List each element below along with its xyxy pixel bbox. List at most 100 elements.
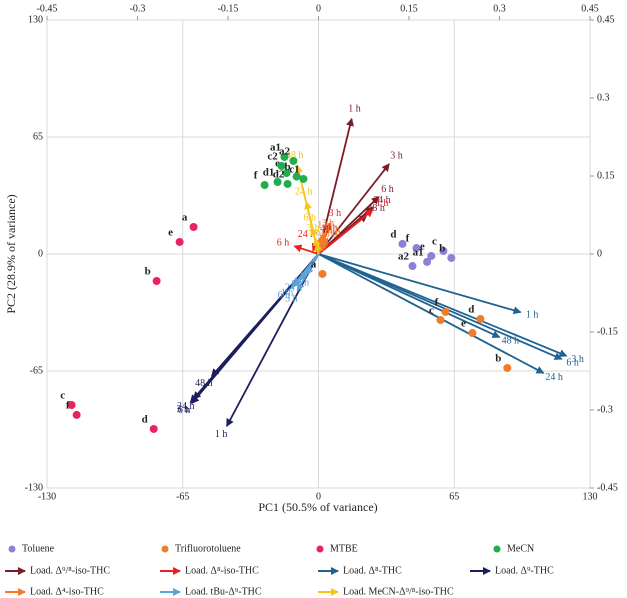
loading-label: 48 h [502, 336, 520, 347]
loading-label: 48 h [286, 150, 304, 161]
point-label: a1 [270, 142, 281, 154]
point-label: e [168, 226, 173, 238]
score-point [189, 223, 198, 231]
y2-tick-label: 0.15 [597, 170, 615, 181]
loading-arrow [305, 253, 320, 276]
loading-label: 48 h [292, 278, 310, 289]
score-point [318, 269, 327, 278]
point-label: b [285, 161, 291, 173]
y2-tick-label: -0.3 [597, 404, 613, 415]
loading-arrow [211, 253, 320, 377]
x2-tick-label: 0.15 [400, 3, 418, 14]
score-point [273, 178, 282, 186]
x2-tick-label: 0.45 [581, 3, 599, 14]
y-tick-label: 65 [33, 131, 43, 142]
loading-label: 24 h [177, 401, 195, 412]
loading-label: 6 h [278, 290, 291, 301]
x-tick-label: -130 [38, 491, 56, 502]
x-tick-label: 65 [449, 491, 459, 502]
legend-label: Load. Δ⁸-THC [343, 565, 402, 576]
loading-label: 1 h [376, 198, 389, 209]
score-point [408, 262, 417, 271]
score-point [439, 246, 448, 255]
score-point [503, 363, 512, 372]
y-tick-label: -65 [30, 365, 43, 376]
score-point [152, 277, 161, 285]
score-point [398, 239, 407, 248]
loading-label: 1 h [281, 287, 294, 298]
loading-label: 48 h [320, 229, 338, 240]
y2-tick-label: 0.3 [597, 92, 610, 103]
point-label: d [468, 304, 474, 316]
legend-swatch [316, 545, 324, 553]
point-label: c [432, 235, 437, 247]
loading-label: 48 h [367, 203, 385, 214]
x2-tick-label: 0.3 [493, 3, 506, 14]
point-label: e [461, 318, 466, 330]
loading-label: 1 h [348, 103, 361, 114]
point-label: e [420, 241, 425, 253]
score-point [447, 253, 456, 262]
legend-label: Toluene [22, 543, 55, 554]
score-point [277, 161, 286, 170]
point-label: d [142, 413, 148, 425]
loading-arrow [317, 117, 354, 255]
y2-tick-label: -0.45 [597, 482, 618, 493]
score-point [67, 401, 76, 410]
score-point [283, 179, 292, 188]
loading-label: 6 h [381, 184, 394, 195]
point-label: f [254, 170, 258, 182]
score-point [427, 251, 436, 260]
point-label: a2 [398, 251, 410, 263]
legend-swatch [8, 545, 16, 553]
score-point [72, 410, 81, 419]
point-label: f [66, 399, 70, 411]
point-label: b [145, 266, 151, 278]
x2-tick-label: -0.15 [218, 3, 239, 14]
loading-label: 3 h [177, 404, 190, 415]
loading-label: 24 h [545, 372, 563, 383]
point-label: f [435, 296, 439, 308]
loading-label: 3 h [390, 150, 403, 161]
y2-tick-label: 0 [597, 248, 602, 259]
point-label: b [495, 352, 501, 364]
loading-label: 6 h [566, 357, 579, 368]
loading-arrow [318, 253, 522, 315]
point-label: a1 [413, 246, 424, 258]
loading-label: 48 h [320, 223, 338, 234]
loading-label: 3 h [571, 354, 584, 365]
loading-arrow [318, 253, 563, 360]
score-point [299, 174, 308, 183]
score-point [441, 307, 450, 316]
point-label: a [182, 212, 188, 224]
x-tick-label: 130 [583, 491, 598, 502]
score-point [423, 257, 432, 266]
point-label: c1 [289, 163, 299, 175]
score-point [292, 172, 301, 181]
x-tick-label: 0 [316, 491, 321, 502]
x-axis-label: PC1 (50.5% of variance) [258, 500, 377, 514]
point-label: c [60, 390, 65, 402]
point-label: d [390, 228, 396, 240]
y-tick-label: 0 [38, 248, 43, 259]
legend-label: Load. Δ⁴-iso-THC [30, 586, 104, 597]
point-label: f [406, 233, 410, 245]
loading-label: 24 h [285, 283, 303, 294]
score-point [280, 152, 289, 161]
x2-tick-label: 0 [316, 3, 321, 14]
score-point [260, 181, 269, 190]
legend-label: Trifluorotoluene [175, 543, 241, 554]
loading-label: 1 h [526, 309, 539, 320]
point-label: d2 [273, 169, 285, 181]
loading-label: 6 h [327, 224, 340, 235]
legend-label: Load. Δ⁹-THC [495, 565, 554, 576]
score-point [282, 169, 291, 177]
point-label: c [429, 305, 434, 317]
point-label: c2 [267, 151, 278, 163]
y-axis-label: PC2 (28.9% of variance) [4, 194, 18, 313]
score-point [175, 237, 184, 246]
score-point [412, 244, 421, 253]
loading-label: 48 h [195, 378, 213, 389]
legend-swatch [493, 545, 501, 553]
